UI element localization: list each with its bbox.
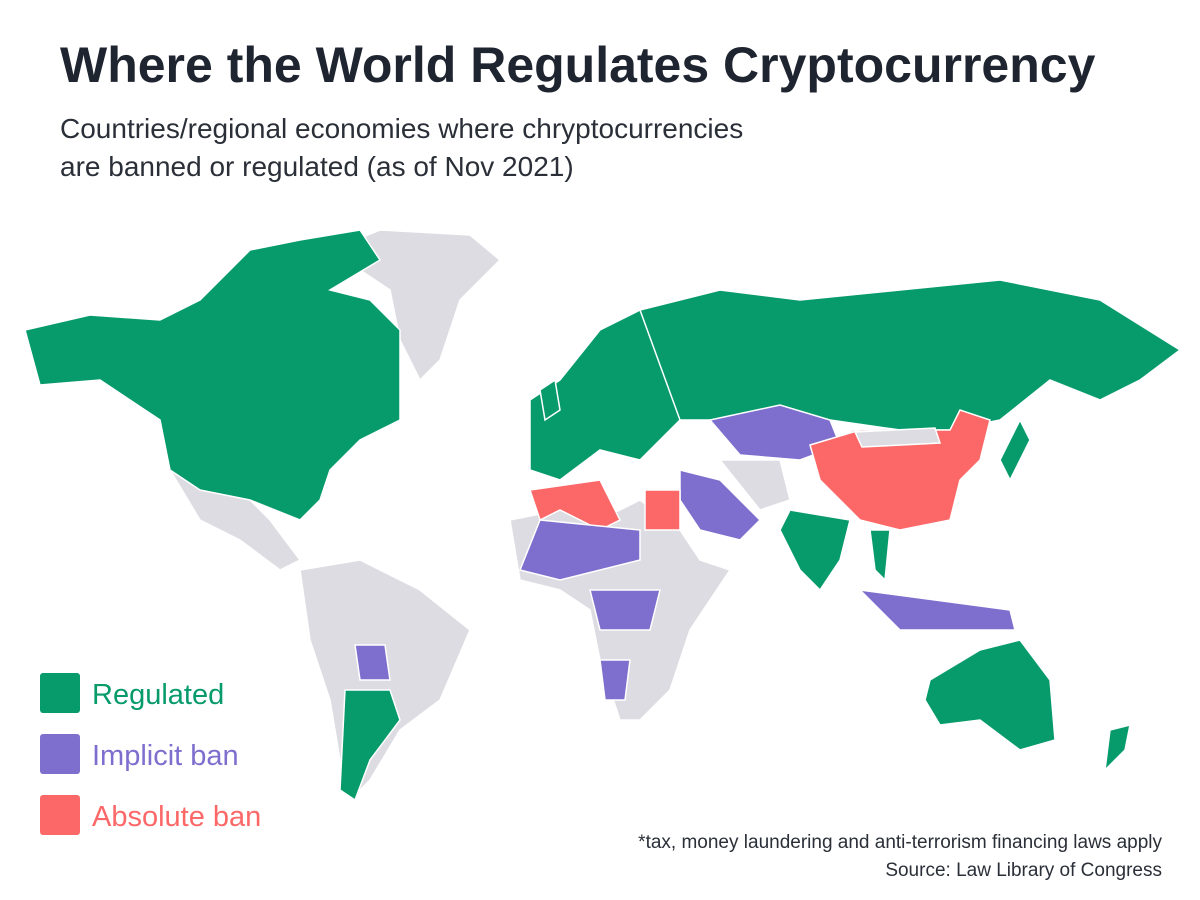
mongolia-top xyxy=(853,427,942,448)
source: Source: Law Library of Congress xyxy=(885,860,1162,881)
north-america xyxy=(24,229,401,521)
world-map xyxy=(24,229,1182,802)
uk xyxy=(539,378,561,422)
india xyxy=(779,509,851,592)
legend-swatch xyxy=(40,734,80,774)
central-america xyxy=(168,468,302,571)
title: Where the World Regulates Cryptocurrency xyxy=(60,37,1096,93)
legend: Regulated Implicit ban Absolute ban xyxy=(40,673,261,835)
footnote: *tax, money laundering and anti-terroris… xyxy=(638,832,1162,853)
namibia xyxy=(599,659,631,701)
bolivia xyxy=(354,644,391,681)
new-zealand xyxy=(1103,723,1131,773)
subtitle-line: Countries/regional economies where chryp… xyxy=(60,113,743,144)
west-africa xyxy=(518,519,641,581)
iran xyxy=(718,459,791,511)
greenland xyxy=(328,229,502,382)
legend-label: Regulated xyxy=(92,679,224,711)
legend-label: Absolute ban xyxy=(92,801,261,833)
thailand xyxy=(869,529,891,582)
central-africa xyxy=(589,589,661,631)
subtitle-line: are banned or regulated (as of Nov 2021) xyxy=(60,151,574,182)
argentina xyxy=(339,689,401,802)
australia xyxy=(924,639,1056,751)
indonesia xyxy=(857,588,1016,631)
russia xyxy=(639,279,1182,431)
legend-swatch xyxy=(40,795,80,835)
egypt xyxy=(644,489,681,531)
japan xyxy=(999,418,1031,482)
legend-swatch xyxy=(40,673,80,713)
legend-label: Implicit ban xyxy=(92,740,239,772)
